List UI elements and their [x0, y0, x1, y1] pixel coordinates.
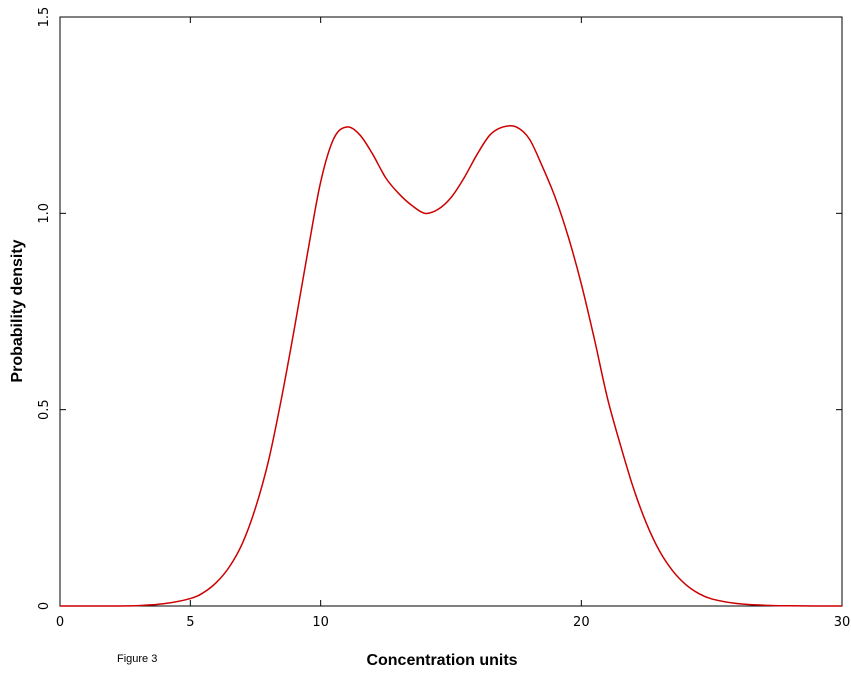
series-line [59, 124, 843, 607]
y-tick-label: 1.0 [37, 203, 52, 224]
y-axis-title: Probability density [9, 239, 26, 382]
figure-caption: Figure 3 [117, 653, 157, 665]
y-tick-label: 0 [37, 602, 52, 610]
x-tick-label: 10 [312, 615, 329, 630]
y-tick-label: 0.5 [37, 399, 52, 420]
x-axis-ticks: 0 5 10 20 30 [56, 17, 850, 630]
x-tick-label: 20 [573, 615, 590, 630]
y-axis-ticks: 0 0.5 1.0 1.5 [37, 7, 842, 610]
x-axis-title: Concentration units [366, 652, 517, 669]
y-tick-label: 1.5 [37, 7, 52, 28]
plot-area [59, 16, 843, 607]
x-tick-label: 0 [56, 615, 64, 630]
x-tick-label: 30 [834, 615, 851, 630]
x-tick-label: 5 [186, 615, 194, 630]
